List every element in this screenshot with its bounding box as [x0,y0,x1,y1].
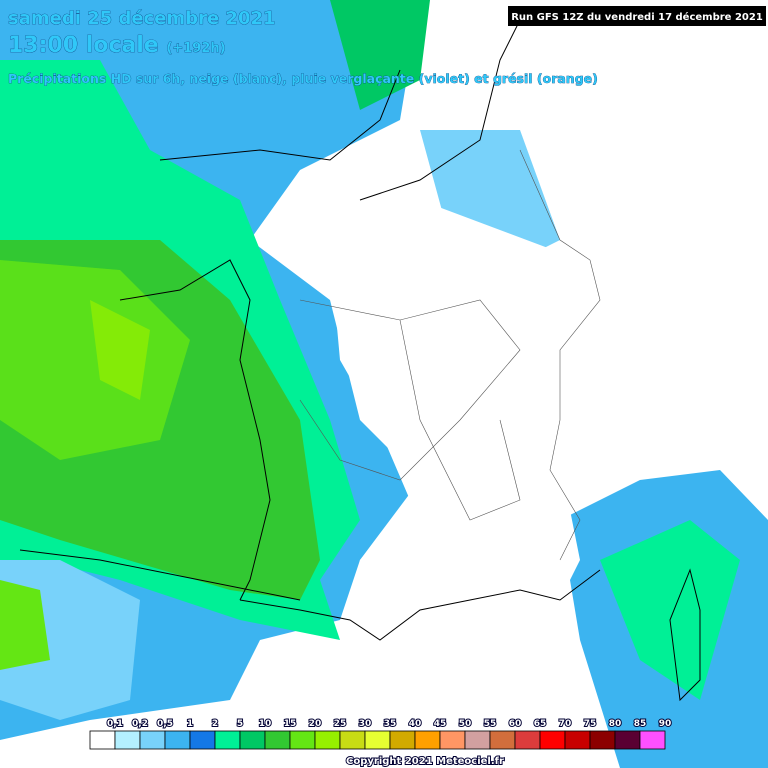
legend-label: 1 [187,719,193,729]
legend-swatch [639,730,666,750]
legend-swatch [614,730,641,750]
title-time: 13:00 locale (+192h) [8,33,226,58]
legend-swatch [564,730,591,750]
legend-label: 0,2 [132,719,148,729]
legend-label: 30 [359,719,372,729]
legend-swatch [89,730,116,750]
legend-swatch [214,730,241,750]
legend-label: 5 [237,719,243,729]
legend-swatch [239,730,266,750]
legend-label: 45 [434,719,447,729]
copyright: Copyright 2021 Meteociel.fr [346,756,504,767]
legend-label: 25 [334,719,347,729]
legend-label: 60 [509,719,522,729]
legend-swatch [364,730,391,750]
legend-swatch [539,730,566,750]
legend-label: 70 [559,719,572,729]
legend-label: 10 [259,719,272,729]
legend-swatch [464,730,491,750]
run-label: Run GFS 12Z du vendredi 17 décembre 2021 [511,11,763,23]
legend-swatch [314,730,341,750]
legend-label: 75 [584,719,597,729]
run-box [508,6,766,26]
legend-swatch [489,730,516,750]
legend-swatch [264,730,291,750]
legend-label: 0,5 [157,719,173,729]
legend-swatch [439,730,466,750]
legend-swatch [164,730,191,750]
subtitle: Précipitations HD sur 6h, neige (blanc),… [8,71,598,86]
legend-label: 20 [309,719,322,729]
legend-swatch [589,730,616,750]
legend-swatch [189,730,216,750]
legend-swatch [339,730,366,750]
borders [299,149,601,561]
legend-label: 2 [212,719,218,729]
legend-label: 90 [659,719,672,729]
legend-swatch [139,730,166,750]
legend-label: 15 [284,719,297,729]
snow-area [330,200,600,630]
lead: (+192h) [166,41,225,56]
legend-label: 80 [609,719,622,729]
legend-swatch [114,730,141,750]
legend-label: 50 [459,719,472,729]
legend-label: 85 [634,719,647,729]
legend-label: 55 [484,719,497,729]
legend-label: 35 [384,719,397,729]
time: 13:00 locale [8,33,159,58]
legend-swatch [389,730,416,750]
legend-label: 40 [409,719,422,729]
legend-swatch [414,730,441,750]
title-date: samedi 25 décembre 2021 [8,8,276,29]
legend-label: 65 [534,719,547,729]
legend-swatch [514,730,541,750]
legend: 0,1 0,2 0,5 1 2 5 10 15 20 25 30 35 40 45 50 55 60 65 70 75… [89,718,672,750]
legend-label: 0,1 [107,719,123,729]
coastlines [19,19,701,702]
legend-swatch [289,730,316,750]
